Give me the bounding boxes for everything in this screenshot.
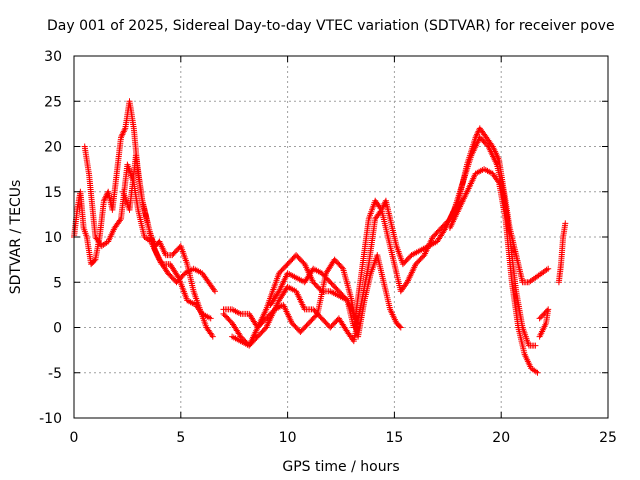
grid — [74, 56, 608, 418]
x-tick-label: 20 — [492, 430, 510, 446]
x-tick-label: 10 — [279, 430, 297, 446]
y-axis-label: SDTVAR / TECUs — [8, 180, 24, 295]
y-tick-label: 10 — [44, 230, 62, 246]
x-tick-label: 0 — [70, 430, 79, 446]
y-tick-label: 5 — [53, 275, 62, 291]
x-tick-label: 15 — [385, 430, 403, 446]
axis-ticks: 0 5 10 15 20 25 -10 -5 0 5 10 15 20 25 30 — [39, 49, 617, 446]
y-tick-label: 0 — [53, 321, 62, 337]
y-tick-label: -10 — [39, 411, 62, 427]
y-tick-label: -5 — [48, 366, 62, 382]
y-tick-label: 20 — [44, 140, 62, 156]
y-tick-label: 15 — [44, 185, 62, 201]
x-tick-label: 25 — [599, 430, 617, 446]
y-tick-label: 30 — [44, 49, 62, 65]
x-tick-label: 5 — [176, 430, 185, 446]
x-axis-label: GPS time / hours — [282, 459, 399, 475]
chart-title: Day 001 of 2025, Sidereal Day-to-day VTE… — [47, 18, 615, 34]
y-tick-label: 25 — [44, 94, 62, 110]
